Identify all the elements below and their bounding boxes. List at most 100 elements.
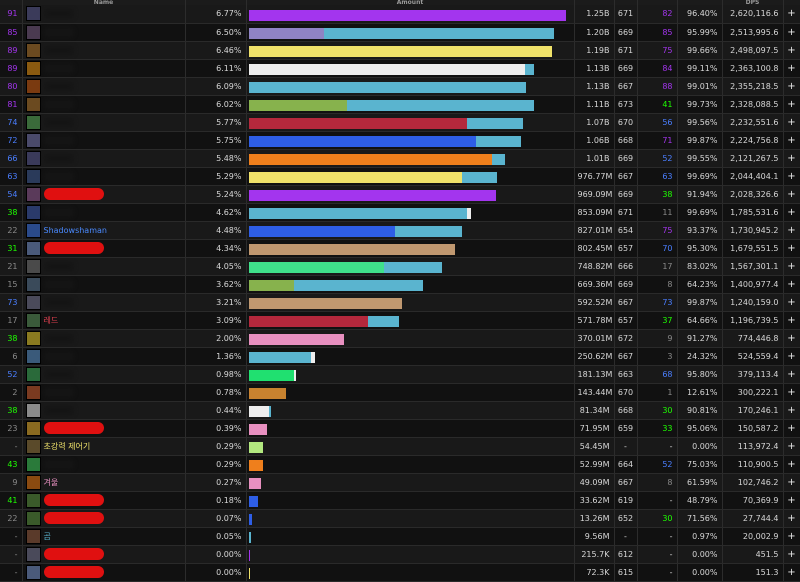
count-cell: 619 xyxy=(614,491,638,510)
bear-class-icon xyxy=(25,528,41,544)
expand-button[interactable]: + xyxy=(783,131,800,150)
table-row[interactable]: 38 0.44% 81.34M 668 30 90.81% 170,246.1 + xyxy=(0,401,800,420)
table-row[interactable]: -0.00% 215.7K 612-0.00% 451.5 + xyxy=(0,545,800,564)
column-header[interactable]: Amount xyxy=(246,0,575,5)
table-row[interactable]: 89 6.11% 1.13B 669 84 99.11% 2,363,100.8 + xyxy=(0,59,800,78)
damage-bar-segment xyxy=(248,280,294,291)
table-row[interactable]: 85 6.50% 1.20B 669 85 95.99% 2,513,995.6 + xyxy=(0,23,800,42)
column-header[interactable] xyxy=(614,0,638,5)
percent-cell: 0.27% xyxy=(185,473,247,492)
column-header[interactable] xyxy=(574,0,615,5)
column-header[interactable] xyxy=(637,0,678,5)
expand-button[interactable]: + xyxy=(783,473,800,492)
table-row[interactable]: 63 5.29% 976.77M 667 63 99.69% 2,044,404.1 + xyxy=(0,167,800,186)
table-row[interactable]: 6 1.36% 250.62M 667 3 24.32% 524,559.4 + xyxy=(0,347,800,366)
table-row[interactable]: 9 겨울 0.27% 49.09M 667 8 61.59% 102,746.2 + xyxy=(0,473,800,492)
column-header[interactable] xyxy=(185,0,247,5)
expand-button[interactable]: + xyxy=(783,383,800,402)
expand-button[interactable]: + xyxy=(783,329,800,348)
expand-button[interactable]: + xyxy=(783,149,800,168)
player-name: 초강력 제어기 xyxy=(43,441,91,451)
expand-button[interactable]: + xyxy=(783,77,800,96)
expand-button[interactable]: + xyxy=(783,419,800,438)
expand-button[interactable]: + xyxy=(783,221,800,240)
rank-cell: 81 xyxy=(0,95,23,114)
expand-button[interactable]: + xyxy=(783,545,800,564)
table-row[interactable]: - 곰 0.05% 9.56M - -0.97% 20,002.9 + xyxy=(0,527,800,546)
expand-button[interactable]: + xyxy=(783,113,800,132)
table-row[interactable]: 31 4.34% 802.45M 657 70 95.30% 1,679,551.5 + xyxy=(0,239,800,258)
table-row[interactable]: 23 0.39% 71.95M 659 33 95.06% 150,587.2 + xyxy=(0,419,800,438)
expand-button[interactable]: + xyxy=(783,5,800,24)
table-row[interactable]: 15 3.62% 669.36M 669 8 64.23% 1,400,977.4 + xyxy=(0,275,800,294)
table-row[interactable]: -0.00% 72.3K 615-0.00% 151.3 + xyxy=(0,563,800,582)
blurred-name-mark xyxy=(43,45,74,55)
table-row[interactable]: 17 레드 3.09% 571.78M 657 37 64.66% 1,196,739.5 + xyxy=(0,311,800,330)
redacted-name-mark xyxy=(43,422,104,434)
table-row[interactable]: 41 0.18% 33.62M 619-48.79% 70,369.9 + xyxy=(0,491,800,510)
table-row[interactable]: 43 0.29% 52.99M 664 52 75.03% 110,900.5 + xyxy=(0,455,800,474)
table-row[interactable]: 54 5.24% 969.09M 669 38 91.94% 2,028,326.6 + xyxy=(0,185,800,204)
expand-button[interactable]: + xyxy=(783,509,800,528)
table-row[interactable]: 66 5.48% 1.01B 669 52 99.55% 2,121,267.5 + xyxy=(0,149,800,168)
expand-button[interactable]: + xyxy=(783,347,800,366)
table-row[interactable]: 74 5.77% 1.07B 670 56 99.56% 2,232,551.6 + xyxy=(0,113,800,132)
expand-button[interactable]: + xyxy=(783,95,800,114)
column-header[interactable] xyxy=(0,0,23,5)
column-header[interactable]: DPS xyxy=(722,0,784,5)
dps-cell: 2,232,551.6 xyxy=(722,113,784,132)
expand-button[interactable]: + xyxy=(783,365,800,384)
table-row[interactable]: 91 6.77% 1.25B 671 82 96.40% 2,620,116.6 + xyxy=(0,5,800,24)
damage-bar-segment xyxy=(248,334,344,345)
dps-cell: 2,121,267.5 xyxy=(722,149,784,168)
damage-bar xyxy=(248,226,572,237)
expand-button[interactable]: + xyxy=(783,23,800,42)
table-row[interactable]: 89 6.46% 1.19B 671 75 99.66% 2,498,097.5 + xyxy=(0,41,800,60)
expand-button[interactable]: + xyxy=(783,455,800,474)
blurred-name-mark xyxy=(43,135,74,145)
expand-button[interactable]: + xyxy=(783,239,800,258)
expand-button[interactable]: + xyxy=(783,257,800,276)
table-row[interactable]: 72 5.75% 1.06B 668 71 99.87% 2,224,756.8 + xyxy=(0,131,800,150)
table-row[interactable]: 38 2.00% 370.01M 672 9 91.27% 774,446.8 + xyxy=(0,329,800,348)
damage-bar xyxy=(248,478,572,489)
expand-button[interactable]: + xyxy=(783,401,800,420)
bar-cell xyxy=(246,239,575,258)
table-row[interactable]: 2 0.78% 143.44M 670 1 12.61% 300,222.1 + xyxy=(0,383,800,402)
column-header[interactable] xyxy=(677,0,723,5)
table-row[interactable]: - 초강력 제어기 0.29% 54.45M - -0.00% 113,972.4 + xyxy=(0,437,800,456)
table-row[interactable]: 73 3.21% 592.52M 667 73 99.87% 1,240,159.0 + xyxy=(0,293,800,312)
damage-bar-segment xyxy=(248,226,396,237)
damage-bar-segment xyxy=(248,244,456,255)
parse-cell: 33 xyxy=(637,419,678,438)
table-row[interactable]: 38 4.62% 853.09M 671 11 99.69% 1,785,531.6 + xyxy=(0,203,800,222)
table-row[interactable]: 81 6.02% 1.11B 673 41 99.73% 2,328,088.5 + xyxy=(0,95,800,114)
expand-button[interactable]: + xyxy=(783,311,800,330)
expand-button[interactable]: + xyxy=(783,275,800,294)
dps-cell: 300,222.1 xyxy=(722,383,784,402)
expand-button[interactable]: + xyxy=(783,437,800,456)
expand-button[interactable]: + xyxy=(783,185,800,204)
damage-bar-segment xyxy=(248,532,252,543)
table-row[interactable]: 80 6.09% 1.13B 667 88 99.01% 2,355,218.5 + xyxy=(0,77,800,96)
expand-button[interactable]: + xyxy=(783,167,800,186)
expand-button[interactable]: + xyxy=(783,491,800,510)
table-row[interactable]: 22 Shadowshaman 4.48% 827.01M 654 75 93.37% 1,7… xyxy=(0,221,800,240)
parse-cell: 52 xyxy=(637,455,678,474)
expand-button[interactable]: + xyxy=(783,203,800,222)
expand-button[interactable]: + xyxy=(783,41,800,60)
dps-cell: 1,240,159.0 xyxy=(722,293,784,312)
column-header[interactable]: Name xyxy=(22,0,186,5)
table-row[interactable]: 22 0.07% 13.26M 652 30 71.56% 27,744.4 + xyxy=(0,509,800,528)
expand-button[interactable]: + xyxy=(783,293,800,312)
expand-button[interactable]: + xyxy=(783,563,800,582)
percent-cell: 4.05% xyxy=(185,257,247,276)
table-row[interactable]: 21 4.05% 748.82M 666 17 83.02% 1,567,301.1 + xyxy=(0,257,800,276)
expand-button[interactable]: + xyxy=(783,527,800,546)
parse-cell: 30 xyxy=(637,401,678,420)
percent-cell: 5.48% xyxy=(185,149,247,168)
table-row[interactable]: 52 0.98% 181.13M 663 68 95.80% 379,113.4 + xyxy=(0,365,800,384)
damage-bar-segment xyxy=(248,460,263,471)
percent-cell: 4.62% xyxy=(185,203,247,222)
expand-button[interactable]: + xyxy=(783,59,800,78)
